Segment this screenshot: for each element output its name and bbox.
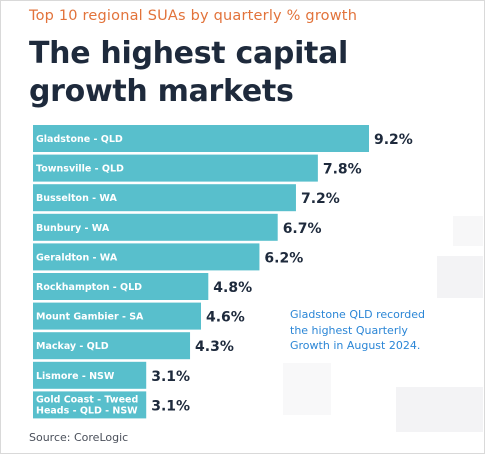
bar [33, 184, 296, 212]
bar [33, 213, 278, 241]
bar-value-label: 4.8% [213, 280, 252, 296]
callout-note: Gladstone QLD recorded the highest Quart… [290, 307, 460, 354]
callout-line-2: the highest Quarterly [290, 323, 408, 337]
bar-category-label: Townsville - QLD [36, 164, 124, 175]
background-square [283, 363, 331, 415]
bar-category-label: Mackay - QLD [36, 341, 109, 352]
callout-line-3: Growth in August 2024. [290, 339, 421, 352]
bar-category-label: Bunbury - WA [36, 223, 110, 234]
title-line-1: The highest capital [29, 36, 349, 71]
bar [33, 302, 201, 330]
bar-category-label: Geraldton - WA [36, 252, 118, 263]
bar-category-label: Gladstone - QLD [36, 134, 123, 145]
bar-category-label: Gold Coast - Tweed Heads - QLD - NSW [36, 394, 138, 416]
source-note: Source: CoreLogic [29, 431, 129, 444]
bar-value-label: 4.3% [195, 339, 234, 355]
bar-category-label-line: Heads - QLD - NSW [36, 405, 138, 416]
bar-category-label: Busselton - WA [36, 193, 117, 204]
bar [33, 361, 147, 389]
bar-category-label-line: Gold Coast - Tweed [36, 394, 138, 405]
bar [33, 391, 147, 419]
bar-value-label: 3.1% [151, 369, 190, 385]
bar-category-label: Mount Gambier - SA [36, 312, 144, 323]
chart-title: The highest capital growth markets [29, 35, 469, 111]
background-square [437, 256, 483, 298]
bar-value-label: 3.1% [151, 398, 190, 414]
title-line-2: growth markets [29, 74, 294, 109]
bar [33, 332, 191, 360]
bar [33, 243, 260, 271]
bar [33, 154, 318, 182]
chart-kicker: Top 10 regional SUAs by quarterly % grow… [29, 8, 358, 24]
background-square [453, 216, 483, 246]
bar-value-label: 6.7% [283, 221, 322, 237]
callout-line-1: Gladstone QLD recorded [290, 308, 425, 321]
bar [33, 125, 369, 152]
bar-value-label: 7.8% [323, 162, 362, 178]
bar-category-label: Rockhampton - QLD [36, 282, 142, 293]
bar [33, 273, 209, 300]
background-square [396, 387, 483, 432]
bar-value-label: 9.2% [374, 132, 413, 148]
bar-value-label: 6.2% [264, 250, 303, 266]
bar-category-label: Lismore - NSW [36, 371, 115, 382]
bar-value-label: 7.2% [301, 191, 340, 207]
bar-value-label: 4.6% [206, 310, 245, 326]
